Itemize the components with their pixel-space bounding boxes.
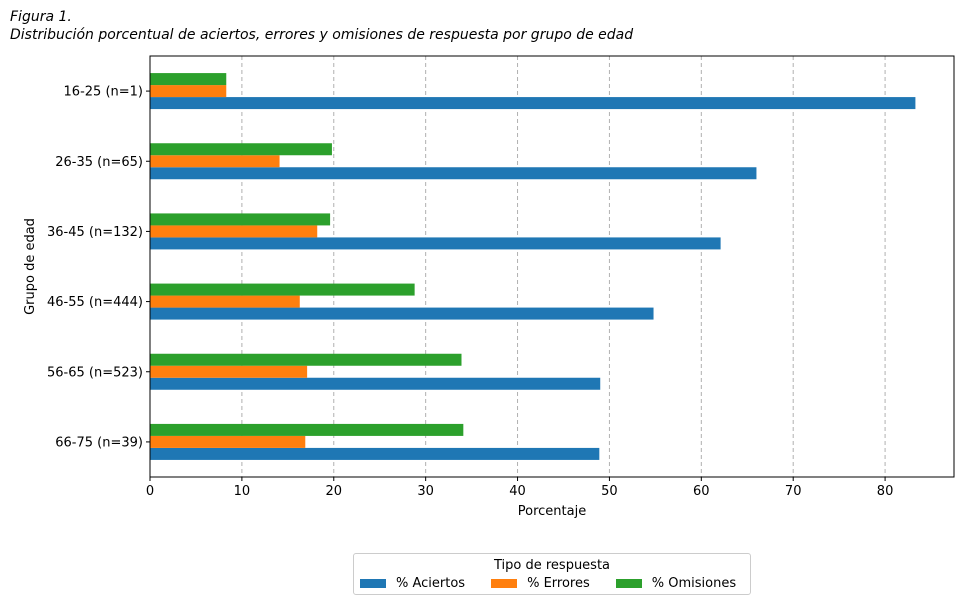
- bar-omisiones: [150, 73, 227, 86]
- bar-omisiones: [150, 213, 331, 226]
- x-tick-label: 50: [601, 484, 618, 499]
- legend-swatch: [615, 579, 642, 588]
- legend-swatch: [491, 579, 518, 588]
- bar-errores: [150, 295, 300, 308]
- legend-label: % Errores: [527, 576, 590, 591]
- figure-title-block: Figura 1. Distribución porcentual de aci…: [10, 8, 633, 44]
- bar-omisiones: [150, 353, 462, 366]
- y-tick-label: 66-75 (n=39): [55, 435, 143, 450]
- bar-aciertos: [150, 447, 600, 460]
- x-tick-label: 40: [509, 484, 526, 499]
- bar-errores: [150, 225, 318, 238]
- x-tick-label: 70: [785, 484, 802, 499]
- legend-title: Tipo de respuesta: [493, 558, 611, 573]
- x-tick-label: 30: [417, 484, 434, 499]
- y-tick-label: 26-35 (n=65): [55, 155, 143, 170]
- bar-omisiones: [150, 143, 332, 156]
- bar-omisiones: [150, 423, 464, 436]
- x-tick-label: 80: [877, 484, 894, 499]
- bar-aciertos: [150, 97, 916, 110]
- figure-caption: Distribución porcentual de aciertos, err…: [10, 27, 634, 43]
- bar-errores: [150, 85, 227, 98]
- bar-aciertos: [150, 307, 654, 320]
- legend-swatch: [360, 579, 386, 588]
- bar-aciertos: [150, 167, 757, 180]
- legend-label: % Aciertos: [396, 576, 466, 591]
- x-tick-label: 10: [234, 484, 251, 499]
- y-tick-label: 56-65 (n=523): [47, 365, 143, 380]
- legend-label: % Omisiones: [651, 576, 737, 591]
- legend-item: % Aciertos: [360, 576, 465, 591]
- bar-errores: [150, 435, 306, 448]
- legend-item: % Errores: [491, 576, 590, 591]
- y-tick-label: 16-25 (n=1): [64, 85, 143, 100]
- legend-item: % Omisiones: [615, 576, 737, 591]
- x-tick-label: 20: [325, 484, 342, 499]
- y-axis-label: Grupo de edad: [23, 218, 38, 315]
- y-tick-label: 36-45 (n=132): [47, 225, 143, 240]
- x-tick-label: 0: [146, 484, 154, 499]
- x-tick-label: 60: [693, 484, 710, 499]
- figure-label: Figura 1.: [10, 9, 72, 25]
- bar-errores: [150, 155, 280, 168]
- y-tick-label: 46-55 (n=444): [47, 295, 143, 310]
- bar-aciertos: [150, 237, 721, 250]
- legend: Tipo de respuesta % Aciertos % Errores % O…: [353, 553, 751, 595]
- bar-errores: [150, 365, 308, 378]
- bar-aciertos: [150, 377, 601, 390]
- legend-items: % Aciertos % Errores % Omisiones: [360, 576, 762, 591]
- bar-omisiones: [150, 283, 415, 296]
- plot-frame: [149, 55, 955, 478]
- x-axis-label: Porcentaje: [518, 504, 586, 519]
